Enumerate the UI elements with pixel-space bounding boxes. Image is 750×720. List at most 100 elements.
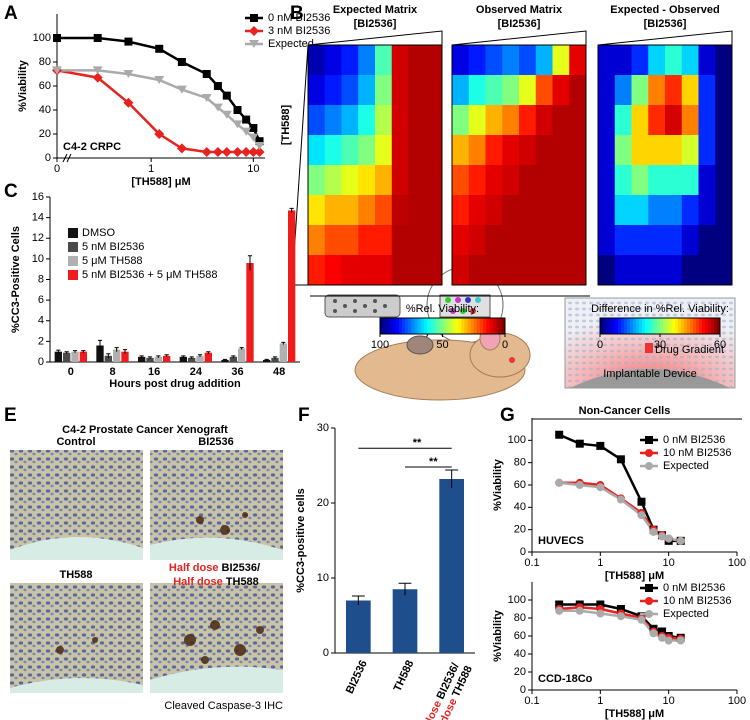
heatmap-cell	[598, 45, 616, 76]
colorbar-step	[606, 318, 610, 334]
heatmap-cell	[341, 75, 359, 106]
heatmap-cell	[715, 195, 733, 226]
marker	[212, 147, 223, 157]
colorbar-step	[392, 318, 397, 334]
bar	[179, 356, 187, 362]
x-tick-label: 1	[597, 695, 603, 707]
marker	[202, 70, 211, 78]
marker	[575, 606, 584, 615]
error-bar	[231, 355, 236, 358]
colorbar-step	[669, 318, 673, 334]
x-axis-label: [TH588] μM	[605, 708, 664, 720]
colorbar-step	[705, 318, 709, 334]
heatmap-cell	[408, 225, 426, 256]
y-axis-label: %CC3-Positive Cells	[10, 226, 22, 333]
error-bar	[281, 341, 286, 345]
marker	[575, 481, 584, 489]
marker	[616, 455, 625, 464]
y-tick-label: 0	[45, 152, 51, 164]
marker	[242, 115, 251, 124]
legend-swatch	[68, 256, 78, 266]
x-tick-label: 10	[247, 163, 259, 175]
error-bar	[239, 347, 244, 350]
x-tick-label: 0.1	[524, 557, 539, 569]
heatmap-cell	[648, 195, 666, 226]
colorbar-step	[660, 318, 664, 334]
bar	[392, 589, 418, 653]
colorbar-step	[627, 318, 631, 334]
bar	[121, 351, 129, 362]
marker	[53, 34, 61, 42]
heatmap-cell	[308, 105, 326, 136]
heatmap-cell	[614, 195, 632, 226]
heatmap-cell	[519, 225, 537, 256]
significance-label: **	[429, 456, 438, 468]
colorbar-step	[666, 318, 670, 334]
annotation: C4-2 CRPC	[63, 141, 121, 153]
legend-label: 5 nM BI2536 + 5 μM TH588	[82, 269, 217, 281]
heatmap-cell	[715, 165, 733, 196]
heatmap-cell	[468, 225, 486, 256]
heatmap-cell	[598, 165, 616, 196]
marker	[123, 70, 134, 78]
heatmap-cell	[425, 195, 443, 226]
heatmap-cell	[425, 255, 443, 286]
y-axis-label: %Viability	[492, 458, 504, 511]
colorbar-step	[470, 318, 475, 334]
axis-break	[62, 153, 72, 163]
bar	[104, 355, 112, 362]
y-tick-label: 10	[317, 572, 329, 584]
image-label: Control	[56, 436, 95, 448]
colorbar-step	[498, 318, 503, 334]
legend-swatch	[68, 242, 78, 252]
marker	[124, 37, 133, 46]
legend-label: 10 nM BI2536	[663, 595, 732, 607]
heatmap-cell	[375, 255, 393, 286]
y-tick-label: 80	[39, 56, 51, 68]
heatmap-cell	[681, 195, 699, 226]
significance-label: **	[413, 437, 422, 449]
bar	[271, 357, 279, 362]
marker	[645, 462, 653, 470]
heatmap-cell	[425, 225, 443, 256]
heatmap-cell	[358, 75, 376, 106]
heatmap-cell	[698, 195, 716, 226]
heatmap-cell	[502, 75, 520, 106]
diagram-label: Implantable Device	[603, 368, 697, 380]
heatmap-cell	[614, 225, 632, 256]
heatmap-cell	[358, 105, 376, 136]
heatmap-cell	[324, 45, 342, 76]
y-tick-label: 20	[514, 524, 526, 536]
heatmap-cell	[598, 225, 616, 256]
heatmap-cell	[358, 255, 376, 286]
marker	[596, 609, 605, 618]
colorbar-step	[696, 318, 700, 334]
heatmap-cell	[569, 135, 587, 166]
y-tick-label: 4	[38, 315, 44, 327]
x-tick-label: 1	[597, 557, 603, 569]
marker	[555, 478, 564, 487]
marker	[248, 133, 259, 142]
colorbar-step	[618, 318, 622, 334]
x-axis-label: [BI2536]	[498, 18, 541, 30]
heatmap-cell	[535, 135, 553, 166]
colorbar-step	[405, 318, 409, 334]
heatmap-cell	[408, 255, 426, 286]
heatmap-cell	[408, 165, 426, 196]
marker	[249, 124, 258, 132]
x-axis-label: Hours post drug addition	[109, 378, 241, 390]
error-bar	[351, 595, 365, 605]
x-tick-label: 100	[728, 557, 746, 569]
panel-label: B	[290, 3, 304, 24]
heatmap-cell	[519, 195, 537, 226]
heatmap-cell	[519, 105, 537, 136]
heatmap-cell	[375, 105, 393, 136]
y-tick-label: 14	[32, 212, 44, 224]
heatmap-cell	[375, 195, 393, 226]
x-tick-label: TH588	[392, 658, 417, 693]
heatmap-cell	[631, 75, 649, 106]
heatmap-cell	[648, 105, 666, 136]
colorbar-tick-label: 0	[502, 339, 508, 351]
marker	[232, 120, 243, 129]
colorbar-step	[395, 318, 400, 334]
